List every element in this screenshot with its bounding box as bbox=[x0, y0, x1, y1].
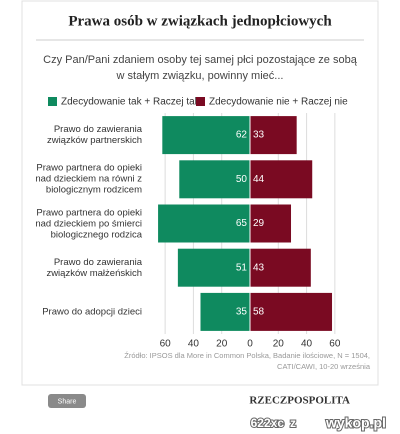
logo: RZECZPOSPOLITA bbox=[249, 395, 350, 407]
value-label: 51 bbox=[236, 262, 248, 273]
bar bbox=[162, 116, 250, 155]
share-label[interactable]: Share bbox=[58, 398, 77, 405]
value-label: 33 bbox=[253, 130, 265, 141]
chart-title: Prawa osób w związkach jednopłciowych bbox=[68, 13, 332, 29]
bar bbox=[177, 248, 250, 287]
value-label: 62 bbox=[236, 130, 248, 141]
watermark-user: 622xc bbox=[251, 416, 285, 430]
x-tick-label: 20 bbox=[216, 339, 228, 350]
bar bbox=[200, 292, 250, 331]
value-label: 35 bbox=[236, 307, 248, 318]
value-label: 58 bbox=[253, 307, 265, 318]
bar bbox=[250, 160, 313, 199]
x-tick-label: 40 bbox=[188, 339, 200, 350]
legend-swatch bbox=[196, 97, 205, 106]
x-tick-label: 60 bbox=[329, 339, 341, 350]
value-label: 44 bbox=[253, 174, 265, 185]
legend-label: Zdecydowanie nie + Raczej nie bbox=[209, 97, 348, 108]
value-label: 43 bbox=[253, 262, 265, 273]
x-tick-label: 60 bbox=[160, 339, 172, 350]
bar bbox=[250, 116, 297, 155]
x-tick-label: 20 bbox=[273, 339, 285, 350]
bar bbox=[158, 204, 250, 243]
x-tick-label: 0 bbox=[247, 339, 253, 350]
value-label: 50 bbox=[236, 174, 248, 185]
value-label: 29 bbox=[253, 218, 265, 229]
value-label: 65 bbox=[236, 218, 248, 229]
watermark-sep: z bbox=[290, 416, 296, 430]
subtitle: Czy Pan/Pani zdaniem osoby tej samej płc… bbox=[43, 54, 357, 82]
bar bbox=[250, 204, 292, 243]
category-label: Prawo partnera do opieki nad dzieckiem p… bbox=[35, 207, 142, 240]
category-label: Prawo do zawierania związków partnerskic… bbox=[46, 124, 142, 147]
watermark-site: wykop.pl bbox=[325, 415, 386, 431]
share-button[interactable] bbox=[48, 394, 86, 408]
category-label: Prawo partnera do opieki nad dzieckiem n… bbox=[35, 162, 142, 196]
legend-swatch bbox=[48, 97, 57, 106]
source: Źródło: IPSOS dla More in Common Polska,… bbox=[124, 351, 370, 371]
category-label: Prawo do zawierania związków małżeńskich bbox=[46, 256, 142, 279]
bar bbox=[179, 160, 250, 199]
bar bbox=[250, 248, 311, 287]
category-label: Prawo do adopcji dzieci bbox=[42, 306, 142, 318]
bar bbox=[250, 292, 333, 331]
x-tick-label: 40 bbox=[301, 339, 313, 350]
legend-label: Zdecydowanie tak + Raczej tak bbox=[61, 97, 201, 108]
